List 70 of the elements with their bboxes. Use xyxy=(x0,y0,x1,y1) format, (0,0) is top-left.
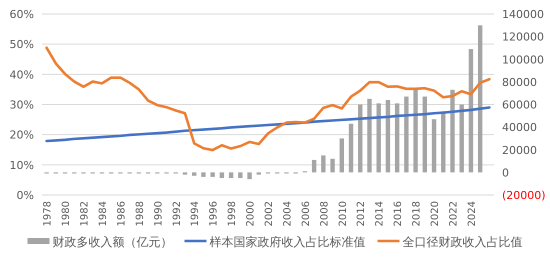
y2-tick-label: 0 xyxy=(502,166,509,180)
y-tick-label: 20% xyxy=(10,128,34,142)
y2-tick-label: 20000 xyxy=(502,144,537,157)
x-tick-label: 2012 xyxy=(356,201,368,226)
bar xyxy=(312,160,316,172)
bar xyxy=(468,49,474,172)
bar xyxy=(238,172,243,178)
x-tick-label: 2016 xyxy=(393,201,404,226)
bar xyxy=(192,172,196,176)
x-tick-label: 1994 xyxy=(190,201,202,226)
bar xyxy=(404,96,409,172)
bar xyxy=(358,104,362,172)
x-tick-label: 2014 xyxy=(374,201,386,226)
x-tick-label: 1982 xyxy=(80,201,91,226)
x-tick-label: 2006 xyxy=(300,201,312,226)
y-tick-label: 60% xyxy=(10,8,34,21)
y2-tick-label: 100000 xyxy=(502,53,544,66)
y-tick-label: 0% xyxy=(16,189,34,202)
y-tick-label: 30% xyxy=(10,98,34,112)
bar xyxy=(220,172,224,178)
bar xyxy=(413,90,418,172)
x-tick-label: 1996 xyxy=(208,201,220,226)
bar xyxy=(228,172,234,178)
bar xyxy=(348,124,354,172)
bar xyxy=(340,138,344,172)
bar xyxy=(422,96,428,172)
bar xyxy=(386,100,390,172)
y2-tick-label: 40000 xyxy=(502,121,537,134)
legend-label: 样本国家政府收入占比标准值 xyxy=(210,235,366,249)
line-series xyxy=(45,106,491,142)
y2-tick-label: 60000 xyxy=(502,98,537,112)
bar xyxy=(321,155,326,172)
x-tick-label: 2020 xyxy=(430,201,442,226)
x-tick-label: 1980 xyxy=(61,201,72,226)
x-tick-label: 2010 xyxy=(338,201,349,226)
bar xyxy=(247,172,252,180)
x-tick-label: 2004 xyxy=(282,201,294,226)
y2-tick-label: 140000 xyxy=(502,8,544,21)
bar xyxy=(210,172,215,177)
y2-tick-label: (20000) xyxy=(502,189,546,202)
bar xyxy=(256,172,261,175)
bar xyxy=(376,103,381,172)
y-tick-label: 10% xyxy=(10,158,34,172)
x-tick-label: 1990 xyxy=(153,201,164,226)
x-tick-label: 2008 xyxy=(319,201,330,226)
bar xyxy=(201,172,206,177)
bar xyxy=(330,158,335,172)
x-tick-label: 1988 xyxy=(134,201,146,226)
x-tick-label: 2018 xyxy=(412,201,423,226)
x-tick-label: 1984 xyxy=(98,201,109,226)
x-tick-label: 1992 xyxy=(172,201,183,226)
bar xyxy=(478,25,482,172)
line-series xyxy=(45,46,491,152)
y-tick-label: 40% xyxy=(10,68,34,82)
y2-tick-label: 80000 xyxy=(502,76,537,89)
x-tick-label: 2024 xyxy=(466,201,478,226)
y2-tick-label: 120000 xyxy=(502,30,544,44)
y-tick-label: 50% xyxy=(10,38,34,52)
x-tick-label: 1978 xyxy=(42,201,54,226)
x-tick-label: 1986 xyxy=(116,201,128,226)
x-tick-label: 2022 xyxy=(448,201,460,226)
bar xyxy=(394,103,400,172)
legend-label: 财政多收入额（亿元） xyxy=(52,235,172,249)
bar xyxy=(432,119,436,172)
x-tick-label: 2002 xyxy=(264,201,275,226)
x-tick-label: 1998 xyxy=(227,201,238,226)
legend-label: 全口径财政收入占比值 xyxy=(402,235,522,249)
bar xyxy=(441,111,446,172)
bar xyxy=(460,104,464,172)
x-tick-label: 2000 xyxy=(246,201,257,226)
